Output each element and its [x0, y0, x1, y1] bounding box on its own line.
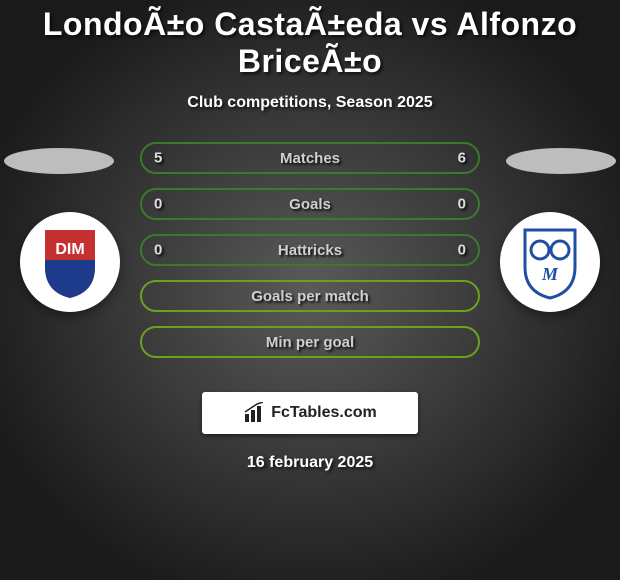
- stat-left-value: 0: [154, 242, 162, 259]
- stat-right-value: 0: [458, 242, 466, 259]
- crest-left-svg: DIM: [30, 222, 110, 302]
- branding-text: FcTables.com: [271, 404, 377, 422]
- bar-chart-icon: [243, 402, 265, 424]
- page-title: LondoÃ±o CastaÃ±eda vs Alfonzo BriceÃ±o: [0, 6, 620, 80]
- stat-row-mpg: Min per goal: [140, 326, 480, 358]
- stat-left-value: 5: [154, 150, 162, 167]
- stat-row-hattricks: 0 Hattricks 0: [140, 234, 480, 266]
- stat-right-value: 0: [458, 196, 466, 213]
- crest-right-letter: M: [541, 264, 559, 284]
- comparison-area: DIM M 5 Matches 6 0 Goals 0 0: [0, 142, 620, 382]
- stat-label: Matches: [280, 150, 340, 167]
- stat-right-value: 6: [458, 150, 466, 167]
- stats-column: 5 Matches 6 0 Goals 0 0 Hattricks 0 Goal…: [140, 142, 480, 372]
- branding-badge: FcTables.com: [202, 392, 418, 434]
- halo-right: [506, 148, 616, 174]
- stat-label: Min per goal: [266, 334, 354, 351]
- infographic-root: LondoÃ±o CastaÃ±eda vs Alfonzo BriceÃ±o …: [0, 0, 620, 580]
- stat-row-goals: 0 Goals 0: [140, 188, 480, 220]
- crest-right: M: [500, 212, 600, 312]
- stat-left-value: 0: [154, 196, 162, 213]
- footer-date: 16 february 2025: [0, 454, 620, 472]
- crest-left-text: DIM: [55, 241, 84, 258]
- crest-left: DIM: [20, 212, 120, 312]
- stat-label: Goals: [289, 196, 331, 213]
- crest-left-shield-bottom: [45, 260, 95, 298]
- stat-label: Goals per match: [251, 288, 369, 305]
- page-subtitle: Club competitions, Season 2025: [0, 94, 620, 112]
- stat-label: Hattricks: [278, 242, 342, 259]
- stat-row-gpm: Goals per match: [140, 280, 480, 312]
- stat-row-matches: 5 Matches 6: [140, 142, 480, 174]
- crest-right-svg: M: [510, 222, 590, 302]
- halo-left: [4, 148, 114, 174]
